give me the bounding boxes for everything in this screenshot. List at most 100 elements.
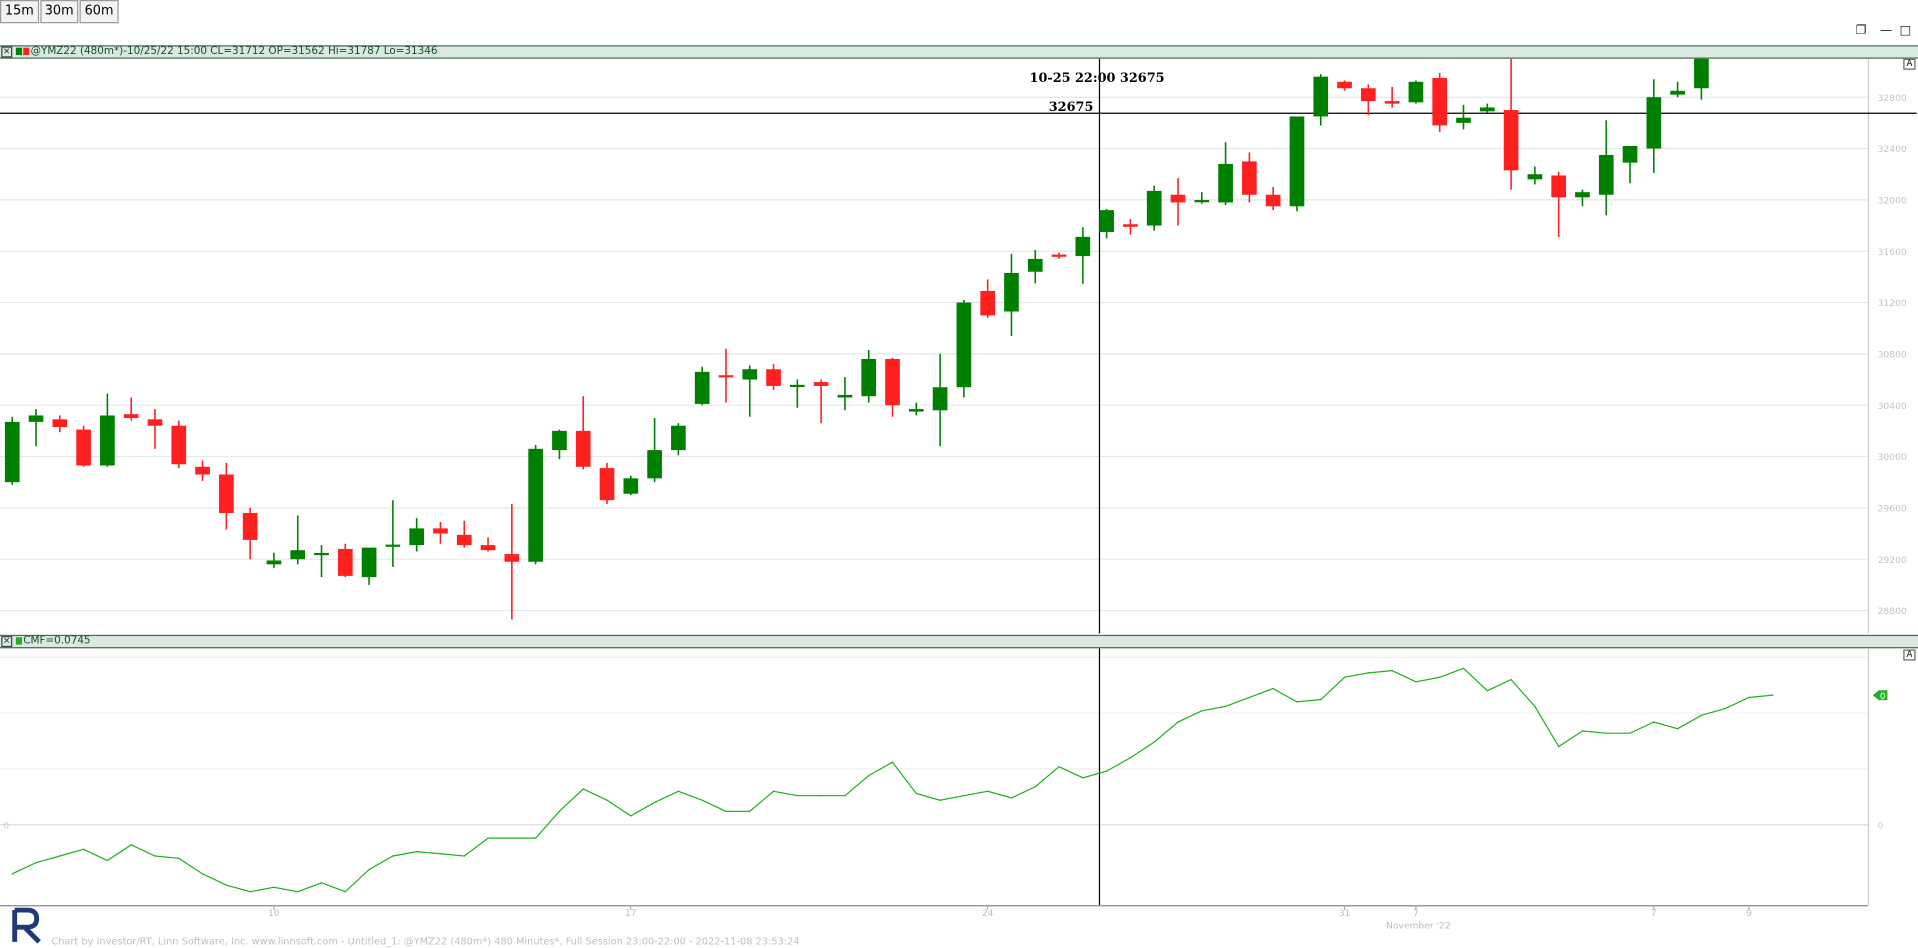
up-candle bbox=[4, 416, 20, 485]
close-pane-icon[interactable]: ✕ bbox=[1, 46, 13, 58]
up-candle bbox=[409, 518, 425, 552]
candle-body bbox=[552, 430, 567, 451]
price-axis-tick-label: 31600 bbox=[1878, 247, 1907, 258]
timeframe-15m-button[interactable]: 15m bbox=[0, 0, 39, 24]
up-candle bbox=[528, 444, 543, 565]
main-pane-header-text: @YMZ22 (480m*)-10/25/22 15:00 CL=31712 O… bbox=[30, 45, 438, 58]
candle-body bbox=[1051, 254, 1067, 257]
down-candle bbox=[76, 425, 91, 467]
down-candle bbox=[1360, 84, 1376, 116]
up-candle bbox=[742, 365, 758, 417]
cmf-point bbox=[1462, 667, 1465, 670]
up-candle bbox=[647, 418, 662, 483]
up-candle bbox=[956, 299, 972, 398]
up-candle bbox=[1218, 142, 1233, 206]
cmf-point bbox=[1248, 696, 1251, 699]
up-candle bbox=[1004, 253, 1019, 336]
cmf-point bbox=[154, 855, 156, 857]
price-axis-tick-label: 32800 bbox=[1878, 93, 1907, 104]
crosshair-price-label: 32675 bbox=[1049, 100, 1094, 115]
cmf-point bbox=[558, 810, 561, 813]
up-candle bbox=[1694, 58, 1709, 100]
up-candle bbox=[1099, 208, 1114, 239]
candle-body bbox=[171, 425, 187, 465]
down-candle bbox=[813, 379, 829, 424]
candle-body bbox=[1384, 101, 1400, 104]
candle-body bbox=[456, 534, 472, 546]
time-axis-tick-label: 10 bbox=[268, 908, 280, 919]
cmf-point bbox=[772, 790, 775, 792]
down-candle bbox=[123, 397, 139, 421]
candle-body bbox=[1503, 110, 1519, 171]
up-candle bbox=[1598, 120, 1614, 216]
candle-body bbox=[1265, 194, 1281, 207]
footer-caption: Chart by Investor/RT, Linn Software, Inc… bbox=[51, 935, 800, 947]
cmf-pane-autoscale-badge[interactable]: A bbox=[1903, 649, 1916, 661]
cmf-point bbox=[273, 886, 275, 889]
cmf-point bbox=[582, 788, 584, 790]
candle-body bbox=[409, 528, 425, 546]
cmf-chart[interactable]: 0 0 0 10 17 24 31 7 7 9 November '22 bbox=[0, 648, 1918, 935]
cmf-point bbox=[1320, 698, 1322, 701]
candle-body bbox=[361, 547, 377, 578]
candle-body bbox=[1170, 194, 1186, 203]
timeframe-60m-button[interactable]: 60m bbox=[79, 0, 119, 24]
timeframe-toolbar: 15m 30m 60m bbox=[0, 0, 120, 24]
time-axis-tick-label: 7 bbox=[1413, 908, 1419, 919]
up-candle bbox=[266, 552, 282, 569]
candle-body bbox=[147, 419, 163, 426]
time-axis-tick-label: 9 bbox=[1746, 908, 1752, 919]
cmf-point bbox=[677, 790, 680, 792]
cmf-point bbox=[653, 801, 656, 804]
candle-body bbox=[76, 429, 91, 466]
maximize-window-icon[interactable]: □ bbox=[1899, 24, 1912, 38]
up-candle bbox=[1146, 185, 1162, 231]
cmf-point bbox=[106, 859, 109, 862]
time-axis-month-label: November '22 bbox=[1386, 920, 1451, 931]
candle-body bbox=[1551, 175, 1567, 198]
down-candle bbox=[219, 462, 234, 530]
candle-body bbox=[1479, 107, 1495, 112]
cmf-point bbox=[1034, 786, 1036, 788]
main-pane-autoscale-badge[interactable]: A bbox=[1903, 58, 1916, 70]
time-axis-tick-label: 17 bbox=[625, 908, 637, 919]
close-cmf-pane-icon[interactable]: ✕ bbox=[1, 636, 13, 648]
candle-body bbox=[433, 528, 448, 534]
restore-window-icon[interactable]: ❐ bbox=[1855, 24, 1867, 38]
cmf-zero-axis-label: 0 bbox=[1878, 821, 1883, 831]
cmf-pane-header-text: CMF=0.0745 bbox=[23, 634, 91, 648]
candle-body bbox=[956, 302, 972, 388]
price-axis-tick-label: 28800 bbox=[1878, 606, 1907, 617]
down-candle bbox=[171, 420, 187, 469]
candle-body bbox=[1004, 273, 1019, 312]
up-candle bbox=[1456, 104, 1471, 130]
candle-body bbox=[1408, 81, 1424, 103]
minimize-window-icon[interactable]: — bbox=[1880, 24, 1893, 38]
time-axis-tick-label: 24 bbox=[982, 908, 994, 919]
cmf-point bbox=[1748, 696, 1750, 699]
cmf-point bbox=[1653, 721, 1655, 723]
down-candle bbox=[1123, 219, 1138, 235]
cmf-point bbox=[1082, 777, 1084, 779]
down-color-swatch-icon bbox=[23, 47, 30, 56]
up-candle bbox=[1622, 145, 1638, 184]
candle-body bbox=[1456, 117, 1471, 123]
up-candle bbox=[314, 545, 329, 578]
down-candle bbox=[885, 357, 900, 417]
candle-body bbox=[266, 560, 282, 565]
down-candle bbox=[1242, 152, 1257, 203]
up-candle bbox=[694, 366, 710, 406]
cmf-point bbox=[415, 850, 418, 853]
up-candle bbox=[790, 379, 805, 408]
down-candle bbox=[1384, 86, 1400, 108]
down-candle bbox=[575, 396, 591, 470]
price-axis-tick-label: 31200 bbox=[1878, 298, 1907, 309]
cmf-point bbox=[1129, 757, 1132, 759]
price-axis-tick-label: 29600 bbox=[1878, 504, 1907, 515]
candle-body bbox=[1670, 90, 1685, 95]
candle-body bbox=[647, 450, 662, 479]
timeframe-30m-button[interactable]: 30m bbox=[39, 0, 79, 24]
price-axis-tick-label: 29200 bbox=[1878, 555, 1907, 566]
price-chart[interactable]: 28800 29200 29600 30000 30400 30800 31200 31600… bbox=[0, 58, 1918, 634]
